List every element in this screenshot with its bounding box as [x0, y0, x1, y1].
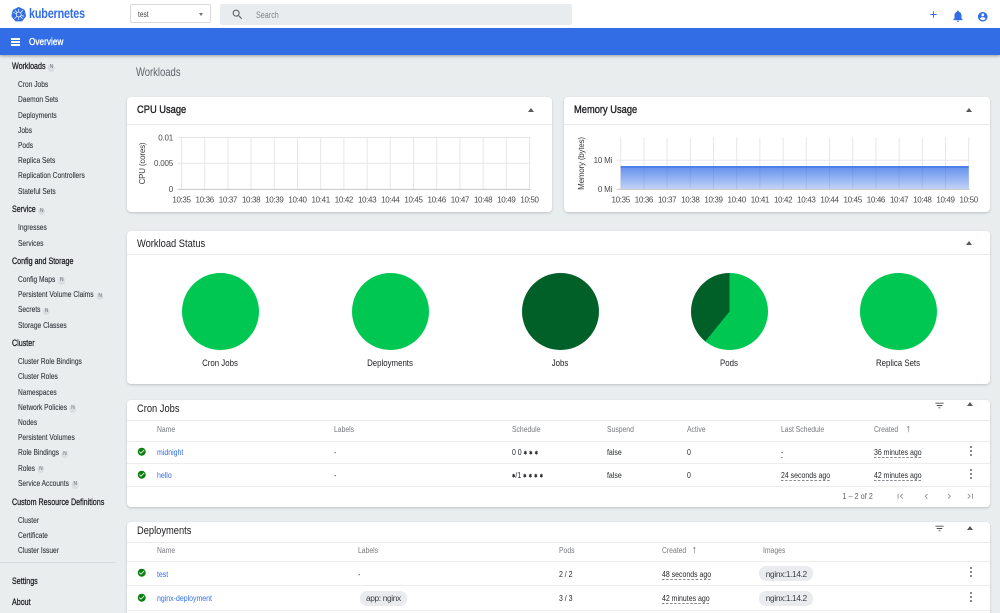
svg-text:10:49: 10:49 [497, 195, 516, 204]
svg-text:10:50: 10:50 [520, 195, 539, 204]
svg-text:10:48: 10:48 [913, 195, 932, 204]
svg-text:10:46: 10:46 [867, 195, 886, 204]
svg-text:10:41: 10:41 [751, 195, 770, 204]
svg-text:10 Mi: 10 Mi [594, 156, 613, 165]
svg-text:10:35: 10:35 [612, 195, 631, 204]
svg-text:10:47: 10:47 [890, 195, 909, 204]
svg-text:10:50: 10:50 [960, 195, 979, 204]
svg-text:10:38: 10:38 [681, 195, 700, 204]
svg-text:10:37: 10:37 [218, 195, 237, 204]
svg-text:10:42: 10:42 [334, 195, 353, 204]
svg-text:10:40: 10:40 [288, 195, 307, 204]
svg-text:10:43: 10:43 [797, 195, 816, 204]
svg-text:10:49: 10:49 [936, 195, 955, 204]
svg-text:0.005: 0.005 [153, 159, 173, 168]
svg-text:10:41: 10:41 [311, 195, 330, 204]
svg-text:0.01: 0.01 [158, 133, 174, 142]
svg-text:10:40: 10:40 [728, 195, 747, 204]
svg-text:0 Mi: 0 Mi [598, 185, 613, 194]
svg-text:10:45: 10:45 [844, 195, 863, 204]
svg-text:10:38: 10:38 [241, 195, 260, 204]
svg-text:10:47: 10:47 [450, 195, 469, 204]
svg-text:10:43: 10:43 [357, 195, 376, 204]
svg-text:10:42: 10:42 [774, 195, 793, 204]
svg-text:10:48: 10:48 [473, 195, 492, 204]
svg-text:10:36: 10:36 [195, 195, 214, 204]
svg-text:Memory (bytes): Memory (bytes) [577, 136, 586, 189]
svg-text:10:35: 10:35 [172, 195, 191, 204]
svg-text:10:37: 10:37 [658, 195, 677, 204]
svg-text:0: 0 [168, 185, 173, 194]
svg-text:10:44: 10:44 [381, 195, 400, 204]
svg-text:10:44: 10:44 [820, 195, 839, 204]
svg-text:10:46: 10:46 [427, 195, 446, 204]
svg-text:10:36: 10:36 [635, 195, 654, 204]
svg-text:CPU (cores): CPU (cores) [138, 142, 147, 184]
svg-text:10:39: 10:39 [265, 195, 284, 204]
svg-text:10:39: 10:39 [704, 195, 723, 204]
svg-text:10:45: 10:45 [404, 195, 423, 204]
